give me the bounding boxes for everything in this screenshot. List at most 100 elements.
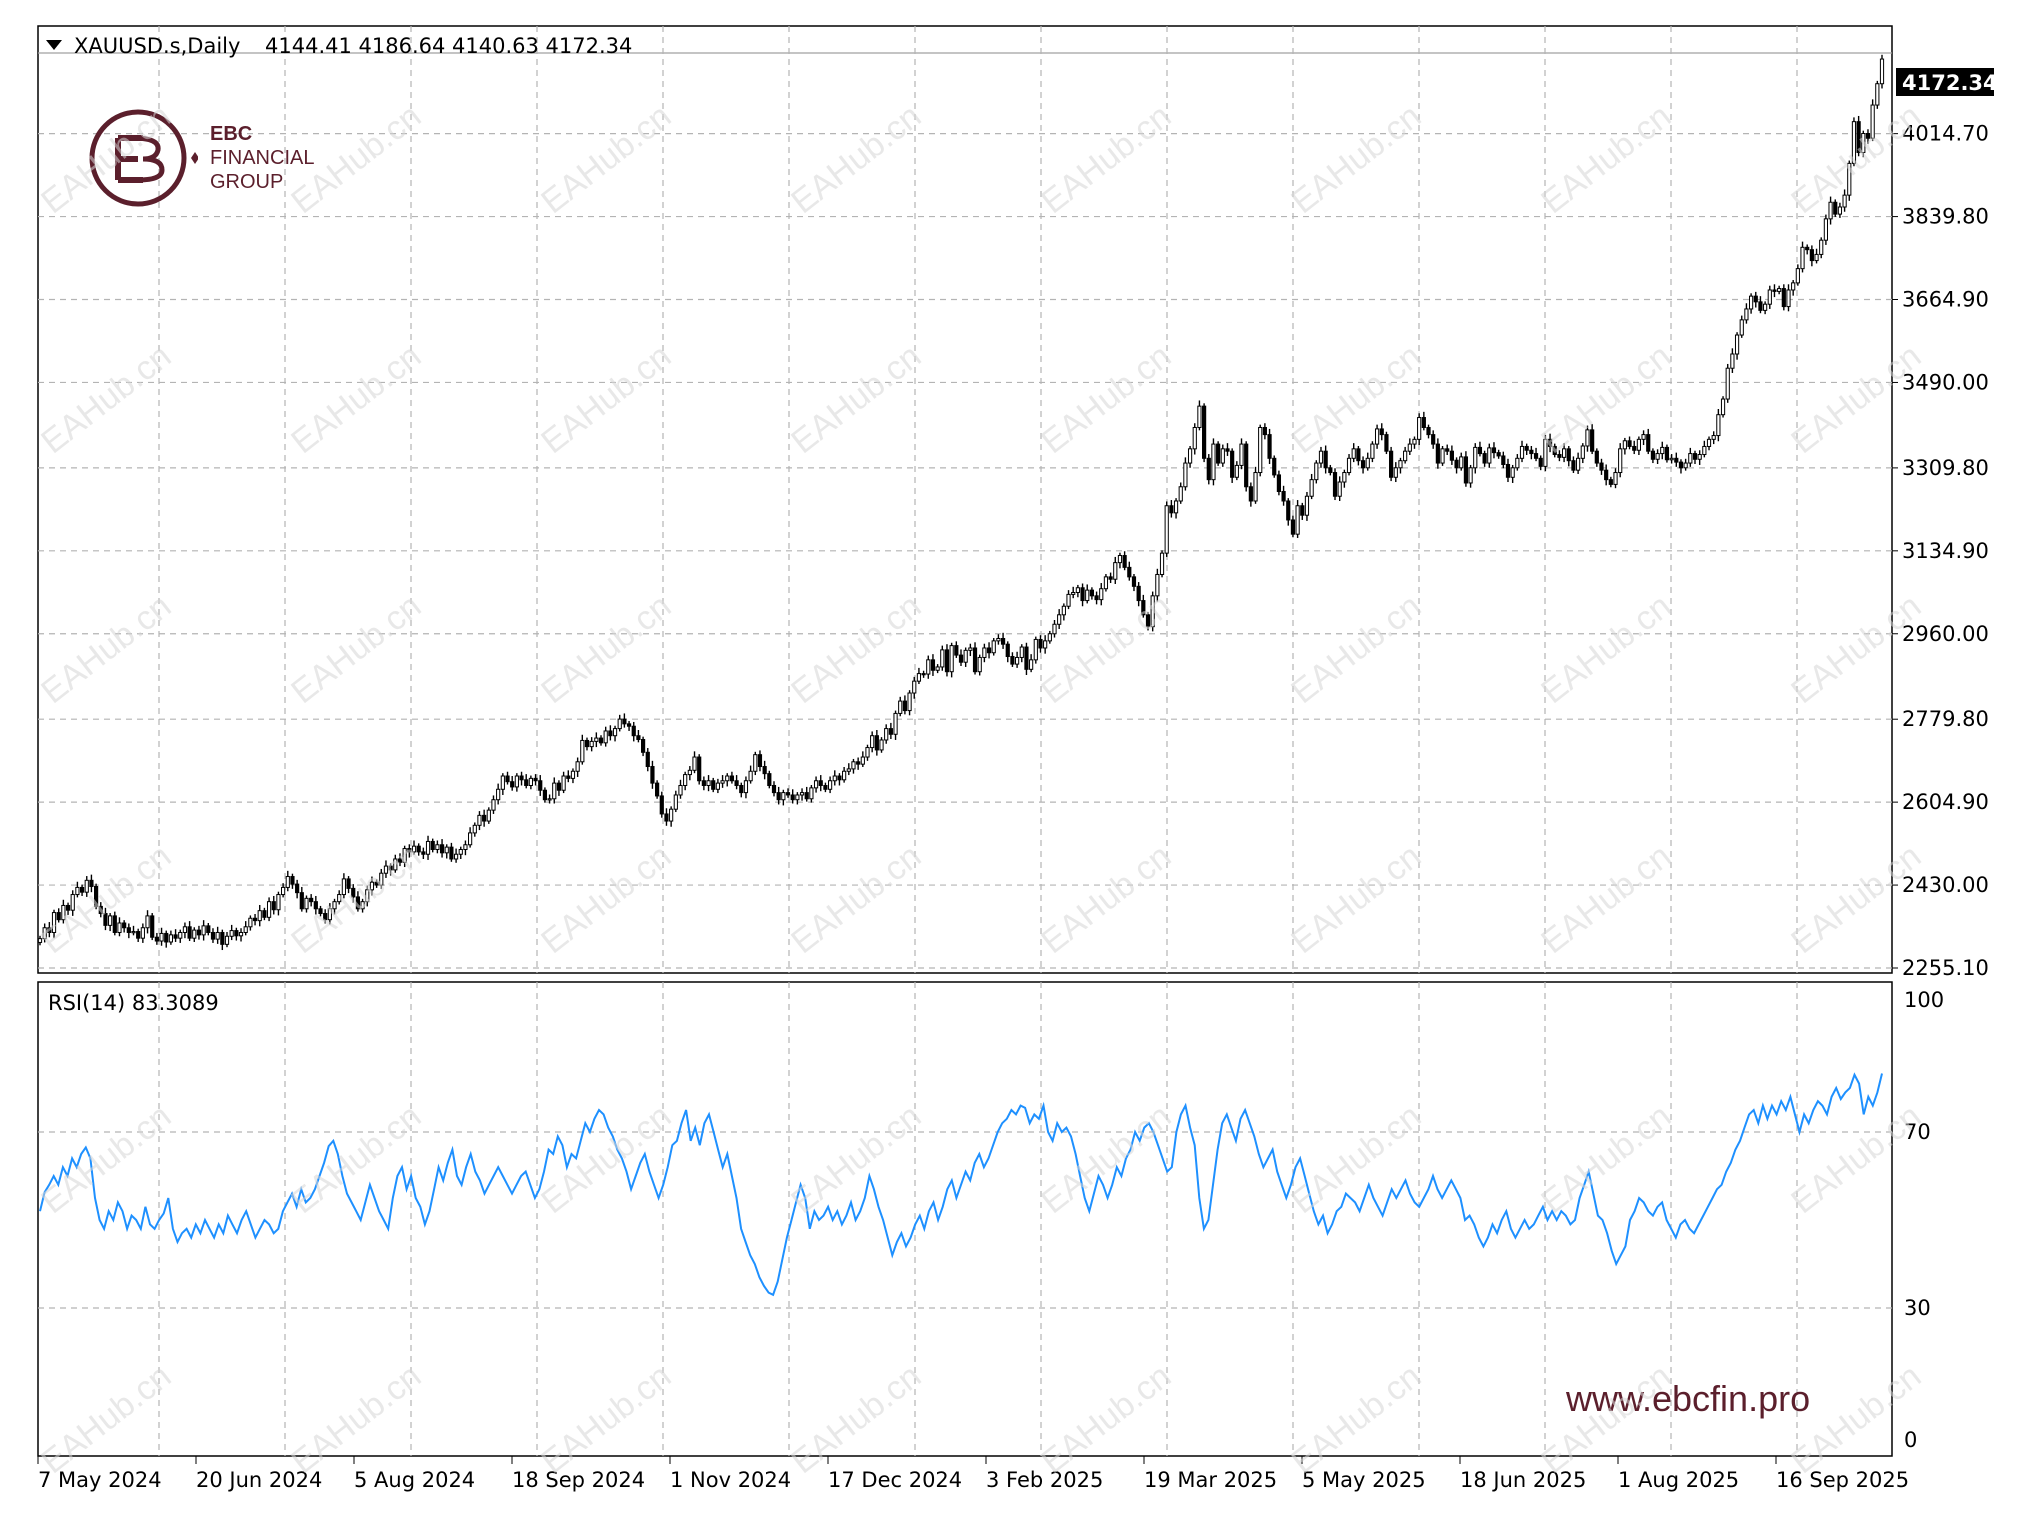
candle-body	[524, 779, 529, 786]
candle-body	[1407, 443, 1412, 452]
axis-labels: 2255.10 2430.00 2604.90 2779.80 2960.00 3134.…	[37, 122, 1989, 1492]
candle-body	[935, 666, 940, 671]
candle-body	[1791, 282, 1796, 291]
candle-body	[505, 775, 510, 783]
candle-body	[547, 798, 552, 801]
candle-body	[818, 780, 823, 786]
candle-body	[1169, 505, 1174, 514]
candle-body	[360, 901, 365, 910]
candle-body	[598, 737, 604, 744]
candle-body	[201, 925, 206, 936]
candle-body	[1183, 462, 1188, 488]
candle-body	[89, 879, 94, 887]
candle-body	[229, 930, 234, 937]
candle-body	[902, 700, 907, 712]
candle-body	[1795, 268, 1800, 284]
candle-body	[1711, 435, 1716, 440]
candle-body	[561, 775, 566, 791]
candle-body	[1604, 469, 1609, 481]
candle-body	[556, 782, 562, 791]
candle-body	[542, 789, 548, 801]
candle-body	[1533, 453, 1539, 459]
candle-body	[1103, 576, 1109, 590]
candle-body	[94, 885, 99, 907]
candle-body	[1206, 457, 1211, 481]
candle-body	[472, 824, 477, 834]
candle-body	[421, 851, 426, 855]
candle-body	[1421, 417, 1426, 428]
candle-body	[907, 692, 912, 712]
candle-body	[655, 782, 660, 797]
candle-body	[449, 846, 454, 860]
candle-body	[1865, 133, 1871, 139]
candle-body	[238, 931, 244, 937]
candle-body	[762, 766, 767, 775]
candle-body	[1744, 308, 1749, 321]
candle-body	[664, 813, 669, 822]
candle-body	[351, 887, 356, 898]
candle-body	[468, 832, 473, 846]
candle-body	[729, 775, 735, 782]
candle-body	[1346, 457, 1352, 474]
candle-body	[1538, 457, 1543, 467]
candle-body	[304, 897, 309, 910]
candle-body	[711, 780, 716, 790]
candle-body	[248, 917, 253, 928]
candle-body	[117, 922, 122, 933]
candle-body	[1225, 448, 1230, 452]
candle-body	[1763, 303, 1768, 311]
candle-body	[252, 917, 258, 922]
candle-body	[856, 761, 861, 765]
candle-body	[612, 728, 618, 737]
candle-body	[355, 896, 361, 910]
price-tick-label: 3490.00	[1902, 370, 1989, 394]
candle-body	[1085, 589, 1090, 602]
symbol-label[interactable]: XAUUSD.s,Daily	[74, 34, 240, 58]
candle-body	[491, 799, 496, 811]
candle-body	[1403, 450, 1408, 462]
candle-body	[439, 844, 445, 854]
candle-body	[996, 637, 1001, 642]
candle-body	[1309, 479, 1314, 497]
candle-body	[528, 777, 533, 786]
x-tick-label: 1 Aug 2025	[1618, 1468, 1739, 1492]
candle-body	[1660, 446, 1665, 455]
candle-body	[1202, 405, 1207, 459]
candle-body	[963, 649, 968, 663]
rsi-tick-label: 30	[1904, 1296, 1931, 1320]
candle-body	[70, 894, 75, 911]
dropdown-triangle-icon[interactable]	[46, 40, 62, 50]
candle-body	[1781, 288, 1786, 308]
candle-body	[1122, 555, 1127, 568]
last-price-tag	[1896, 68, 1994, 96]
candle-body	[257, 910, 262, 922]
candle-body	[538, 780, 543, 791]
candle-body	[1117, 555, 1123, 564]
candle-body	[1234, 464, 1239, 478]
candle-body	[1580, 445, 1585, 459]
price-tick-label: 3664.90	[1902, 288, 1989, 312]
candle-body	[1220, 448, 1225, 464]
candle-body	[1197, 405, 1202, 428]
x-tick-label: 18 Jun 2025	[1460, 1468, 1586, 1492]
candle-body	[1819, 239, 1824, 255]
candle-body	[1318, 450, 1324, 464]
candle-body	[940, 649, 945, 668]
candle-body	[1692, 453, 1698, 460]
candle-body	[570, 770, 576, 779]
candle-body	[1127, 566, 1132, 578]
candle-body	[1370, 443, 1375, 459]
candle-body	[1678, 461, 1684, 469]
candle-body	[187, 926, 192, 939]
candle-body	[874, 735, 879, 751]
candle-body	[1019, 646, 1024, 658]
candle-body	[795, 794, 800, 801]
candle-body	[1131, 576, 1137, 587]
candle-body	[1248, 486, 1253, 502]
x-tick-label: 19 Mar 2025	[1144, 1468, 1277, 1492]
candle-body	[743, 780, 749, 794]
candle-body	[1477, 446, 1483, 455]
candle-body	[692, 756, 697, 771]
candle-body	[1000, 637, 1006, 645]
candle-body	[608, 730, 613, 737]
